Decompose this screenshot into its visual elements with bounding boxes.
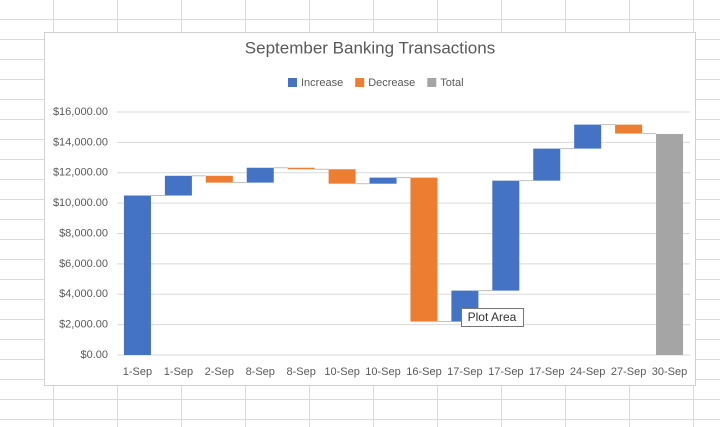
x-tick-label: 17-Sep: [447, 366, 482, 378]
x-tick-label: 30-Sep: [652, 366, 687, 378]
bar: [574, 124, 602, 149]
legend-label: Decrease: [368, 77, 415, 89]
y-tick-label: $2,000.00: [59, 319, 108, 331]
legend-label: Increase: [301, 77, 343, 89]
tooltip: Plot Area: [468, 310, 517, 324]
bar: [287, 167, 315, 170]
x-tick-label: 10-Sep: [324, 366, 359, 378]
y-tick-label: $12,000.00: [53, 167, 108, 179]
x-tick-label: 8-Sep: [246, 366, 275, 378]
chart-title: September Banking Transactions: [245, 38, 495, 57]
y-tick-label: $0.00: [80, 349, 108, 361]
bar: [492, 180, 520, 291]
legend-label: Total: [440, 77, 463, 89]
x-tick-label: 17-Sep: [488, 366, 523, 378]
bar: [656, 134, 684, 355]
x-tick-label: 1-Sep: [123, 366, 152, 378]
y-tick-label: $14,000.00: [53, 136, 108, 148]
bar: [615, 124, 643, 134]
x-tick-label: 2-Sep: [205, 366, 234, 378]
x-tick-label: 10-Sep: [365, 366, 400, 378]
bar: [164, 175, 192, 196]
x-tick-label: 1-Sep: [164, 366, 193, 378]
x-tick-label: 24-Sep: [570, 366, 605, 378]
y-tick-label: $10,000.00: [53, 197, 108, 209]
x-tick-label: 17-Sep: [529, 366, 564, 378]
bar: [410, 177, 438, 322]
x-tick-label: 27-Sep: [611, 366, 646, 378]
legend-swatch: [355, 78, 365, 87]
bar: [246, 167, 274, 183]
bar: [369, 177, 397, 184]
y-tick-label: $8,000.00: [59, 227, 108, 239]
legend-swatch: [288, 78, 297, 87]
x-tick-label: 8-Sep: [286, 366, 315, 378]
y-tick-label: $6,000.00: [59, 258, 108, 270]
bar: [533, 148, 561, 181]
chart-area[interactable]: [44, 32, 696, 386]
bar: [328, 169, 356, 184]
y-tick-label: $16,000.00: [53, 106, 108, 118]
bar: [205, 175, 233, 183]
legend-swatch: [427, 78, 437, 87]
y-tick-label: $4,000.00: [59, 288, 108, 300]
x-tick-label: 16-Sep: [406, 366, 441, 378]
bar: [123, 195, 151, 355]
tooltip-box: [461, 308, 524, 327]
